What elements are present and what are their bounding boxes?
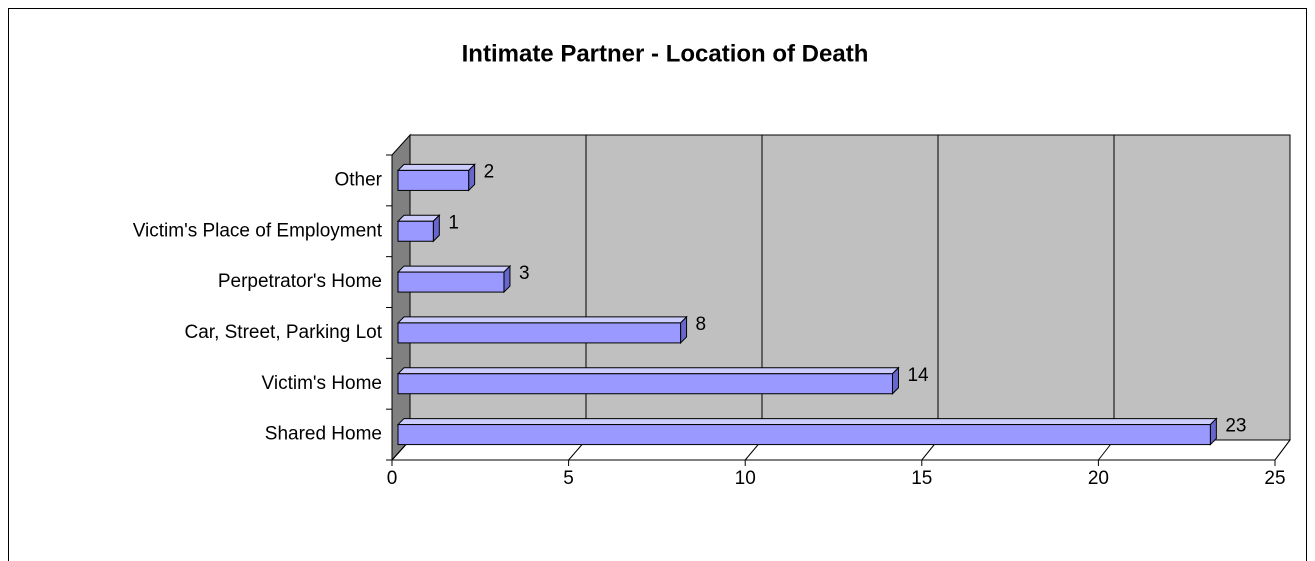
data-label: 2 (484, 161, 495, 182)
data-label: 1 (448, 212, 459, 233)
bar-top (396, 367, 900, 375)
bar (397, 169, 470, 191)
bar (397, 322, 682, 344)
y-tick-label: Perpetrator's Home (218, 271, 382, 292)
data-label: 14 (907, 365, 929, 386)
x-tick-label: 10 (735, 468, 756, 489)
x-tick-label: 15 (911, 468, 932, 489)
bar (397, 424, 1211, 446)
bar (397, 373, 893, 395)
bar (397, 271, 505, 293)
bar-top (396, 163, 476, 171)
x-tick-label: 20 (1088, 468, 1109, 489)
bar-top (396, 316, 688, 324)
data-label: 3 (519, 263, 530, 284)
data-label: 8 (696, 314, 707, 335)
x-tick-label: 5 (563, 468, 574, 489)
y-tick-label: Victim's Place of Employment (133, 220, 383, 241)
data-label: 23 (1225, 416, 1246, 437)
y-tick-label: Other (334, 169, 382, 190)
y-tick-label: Shared Home (265, 424, 382, 445)
bar-top (396, 265, 512, 273)
y-tick-label: Victim's Home (262, 373, 382, 394)
x-tick-label: 0 (387, 468, 398, 489)
chart-title: Intimate Partner - Location of Death (462, 40, 869, 67)
x-tick-label: 25 (1264, 468, 1285, 489)
floor-grid-line (1274, 439, 1291, 461)
y-tick-label: Car, Street, Parking Lot (185, 322, 383, 343)
bar-top (396, 418, 1218, 426)
bar-top (396, 214, 441, 222)
bar (397, 220, 434, 242)
